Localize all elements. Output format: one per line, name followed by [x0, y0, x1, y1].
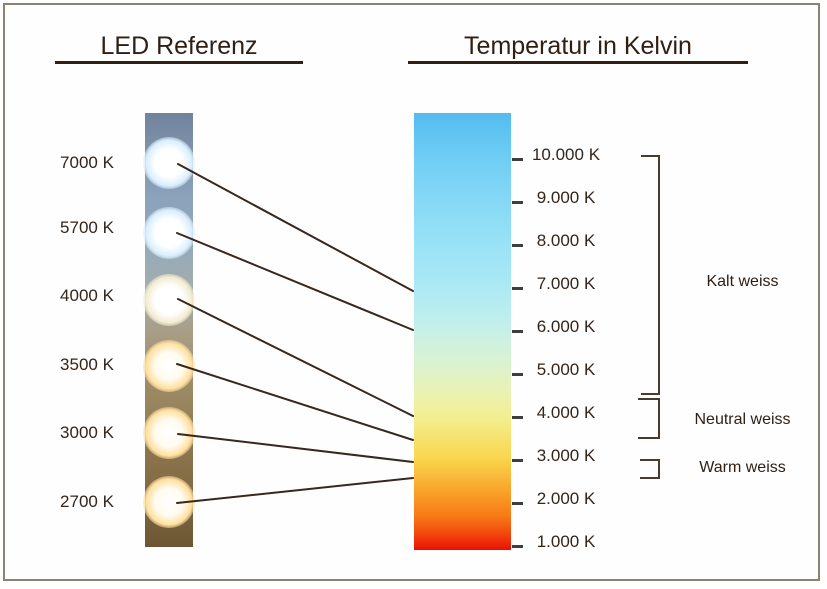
scale-tick-label-9000k: 9.000 K [536, 188, 596, 207]
led-temp-label-5700k: 5700 K [60, 218, 114, 237]
led-temp-label-3500k: 3500 K [60, 355, 114, 374]
connector-line-5700k [176, 232, 414, 331]
scale-tick-label-5000k: 5.000 K [536, 360, 596, 379]
led-reference-title: LED Referenz [100, 32, 258, 60]
scale-tick-mark-10000k [512, 158, 523, 161]
scale-tick-mark-4000k [512, 416, 523, 419]
range-label-kalt-weiss: Kalt weiss [706, 273, 779, 290]
led-strip-photo [143, 113, 195, 547]
scale-tick-label-6000k: 6.000 K [536, 317, 596, 336]
connector-line-3500k [176, 363, 414, 441]
kelvin-gradient-bar [414, 113, 511, 550]
bracket-kalt-weiss [641, 155, 660, 395]
scale-tick-mark-7000k [512, 287, 523, 290]
scale-tick-mark-6000k [512, 330, 523, 333]
kelvin-scale-title: Temperatur in Kelvin [464, 32, 692, 60]
scale-tick-mark-8000k [512, 244, 523, 247]
scale-tick-mark-3000k [512, 459, 523, 462]
range-label-neutral-weiss: Neutral weiss [694, 411, 791, 428]
led-temp-label-2700k: 2700 K [60, 492, 114, 511]
connector-line-4000k [177, 298, 414, 417]
connector-line-7000k [177, 163, 414, 292]
scale-tick-label-8000k: 8.000 K [536, 231, 596, 250]
scale-tick-label-10000k: 10.000 K [531, 145, 601, 164]
scale-tick-mark-9000k [512, 201, 523, 204]
bracket-neutral-weiss [638, 398, 660, 439]
led-lamp-4000k [143, 274, 195, 326]
scale-tick-mark-1000k [512, 545, 523, 548]
scale-tick-label-1000k: 1.000 K [536, 532, 596, 551]
scale-tick-mark-5000k [512, 373, 523, 376]
scale-tick-label-4000k: 4.000 K [536, 403, 596, 422]
led-temp-label-7000k: 7000 K [60, 153, 114, 172]
scale-tick-label-7000k: 7.000 K [536, 274, 596, 293]
scale-tick-label-2000k: 2.000 K [536, 489, 596, 508]
led-lamp-3000k [143, 407, 195, 459]
led-temp-label-4000k: 4000 K [60, 286, 114, 305]
connector-line-3000k [177, 433, 414, 463]
led-temp-label-3000k: 3000 K [60, 423, 114, 442]
led-lamp-2700k [143, 476, 195, 528]
scale-tick-label-3000k: 3.000 K [536, 446, 596, 465]
range-label-warm-weiss: Warm weiss [699, 459, 786, 476]
led-lamp-7000k [143, 137, 195, 189]
led-reference-title-underline [55, 61, 303, 64]
connector-line-2700k [176, 477, 414, 504]
scale-tick-mark-2000k [512, 502, 523, 505]
led-lamp-5700k [143, 207, 195, 259]
bracket-warm-weiss [640, 459, 660, 479]
kelvin-scale-title-underline [408, 61, 748, 64]
led-lamp-3500k [143, 340, 195, 392]
